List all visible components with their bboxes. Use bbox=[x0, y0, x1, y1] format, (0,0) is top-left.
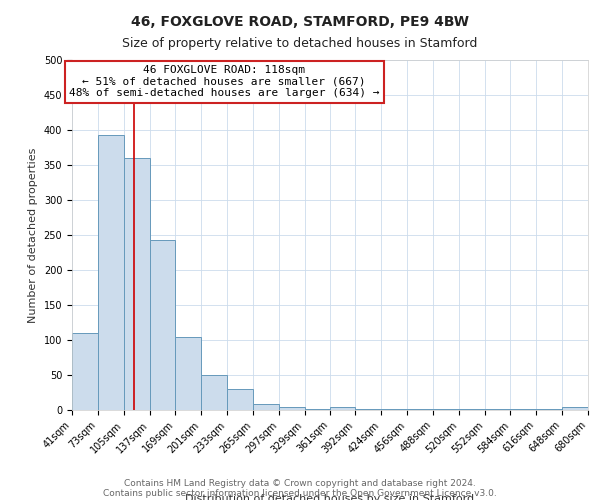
Text: Size of property relative to detached houses in Stamford: Size of property relative to detached ho… bbox=[122, 38, 478, 51]
Text: 46 FOXGLOVE ROAD: 118sqm
← 51% of detached houses are smaller (667)
48% of semi-: 46 FOXGLOVE ROAD: 118sqm ← 51% of detach… bbox=[69, 66, 379, 98]
Bar bbox=[98, 135, 124, 410]
Text: Contains public sector information licensed under the Open Government Licence v3: Contains public sector information licen… bbox=[103, 488, 497, 498]
Bar bbox=[227, 389, 253, 410]
Bar bbox=[72, 333, 98, 410]
Bar bbox=[149, 240, 175, 410]
Bar bbox=[279, 406, 305, 410]
Bar bbox=[124, 158, 149, 410]
Text: Contains HM Land Registry data © Crown copyright and database right 2024.: Contains HM Land Registry data © Crown c… bbox=[124, 478, 476, 488]
Bar bbox=[562, 406, 588, 410]
Bar bbox=[253, 404, 279, 410]
Bar bbox=[331, 406, 355, 410]
X-axis label: Distribution of detached houses by size in Stamford: Distribution of detached houses by size … bbox=[185, 494, 475, 500]
Bar bbox=[201, 375, 227, 410]
Bar bbox=[175, 336, 201, 410]
Y-axis label: Number of detached properties: Number of detached properties bbox=[28, 148, 38, 322]
Bar bbox=[305, 408, 331, 410]
Text: 46, FOXGLOVE ROAD, STAMFORD, PE9 4BW: 46, FOXGLOVE ROAD, STAMFORD, PE9 4BW bbox=[131, 15, 469, 29]
